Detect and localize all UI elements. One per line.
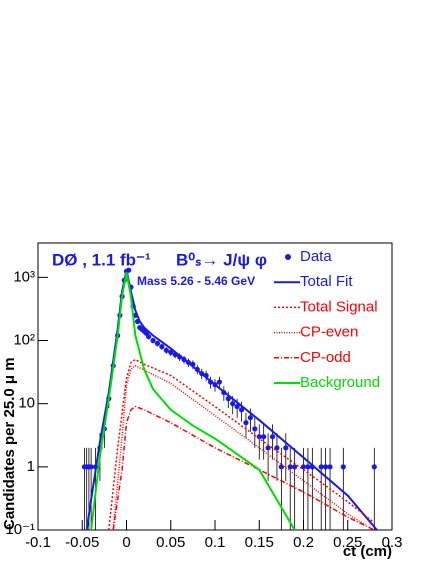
- x-tick-label: 0.25: [333, 534, 362, 551]
- data-point: [371, 464, 377, 470]
- data-point: [168, 349, 174, 355]
- x-tick-label: 0.2: [293, 534, 314, 551]
- fit-curve: [112, 405, 375, 530]
- data-point: [146, 334, 152, 340]
- legend-label: Total Fit: [300, 273, 353, 290]
- y-axis-label: Candidates per 25.0 μ m: [1, 357, 18, 530]
- y-tick-label: 10³: [13, 268, 35, 285]
- data-point: [305, 464, 311, 470]
- data-point: [243, 420, 249, 426]
- data-point: [247, 415, 253, 421]
- data-point: [327, 464, 333, 470]
- data-point: [323, 464, 329, 470]
- fit-curve: [108, 358, 375, 530]
- x-tick-label: 0.3: [382, 534, 403, 551]
- x-tick-label: 0.1: [205, 534, 226, 551]
- data-point: [261, 434, 267, 440]
- data-point: [274, 445, 280, 451]
- x-tick-label: -0.05: [65, 534, 99, 551]
- decay-label: B⁰ₛ→ J/ψ φ: [176, 250, 267, 269]
- x-tick-label: 0: [122, 534, 130, 551]
- data-point: [300, 464, 307, 470]
- data-point: [163, 347, 169, 353]
- data-point: [292, 464, 298, 470]
- data-point: [150, 337, 156, 344]
- data-point: [269, 434, 276, 440]
- data-point: [234, 403, 240, 410]
- legend-label: Background: [300, 374, 380, 391]
- data-point: [256, 434, 262, 440]
- fit-curve: [90, 272, 296, 530]
- y-tick-label: 10⁻¹: [5, 521, 35, 538]
- legend-label: Data: [300, 248, 332, 265]
- x-tick-label: 0.05: [156, 534, 185, 551]
- data-point: [340, 464, 346, 470]
- y-tick-label: 10: [18, 395, 35, 412]
- data-point: [278, 464, 284, 470]
- x-tick-label: 0.15: [245, 534, 274, 551]
- experiment-label: DØ , 1.1 fb⁻¹: [52, 250, 151, 269]
- legend-label: CP-odd: [300, 349, 351, 366]
- data-point: [230, 401, 236, 407]
- data-point: [252, 426, 258, 432]
- data-point: [154, 340, 161, 347]
- data-point: [318, 464, 324, 470]
- legend-label: Total Signal: [300, 298, 378, 315]
- y-tick-label: 1: [27, 458, 35, 475]
- mass-label: Mass 5.26 - 5.46 GeV: [137, 274, 255, 288]
- legend-marker: [285, 254, 291, 260]
- data-point: [283, 445, 289, 451]
- data-point: [238, 407, 245, 413]
- y-tick-label: 10²: [13, 331, 35, 348]
- data-point: [265, 445, 271, 451]
- data-point: [287, 464, 293, 470]
- legend-label: CP-even: [300, 324, 358, 341]
- data-point: [88, 464, 94, 470]
- data-point: [159, 344, 165, 350]
- data-point: [216, 379, 223, 385]
- x-tick-label: -0.1: [25, 534, 51, 551]
- x-axis-label: ct (cm): [343, 543, 392, 560]
